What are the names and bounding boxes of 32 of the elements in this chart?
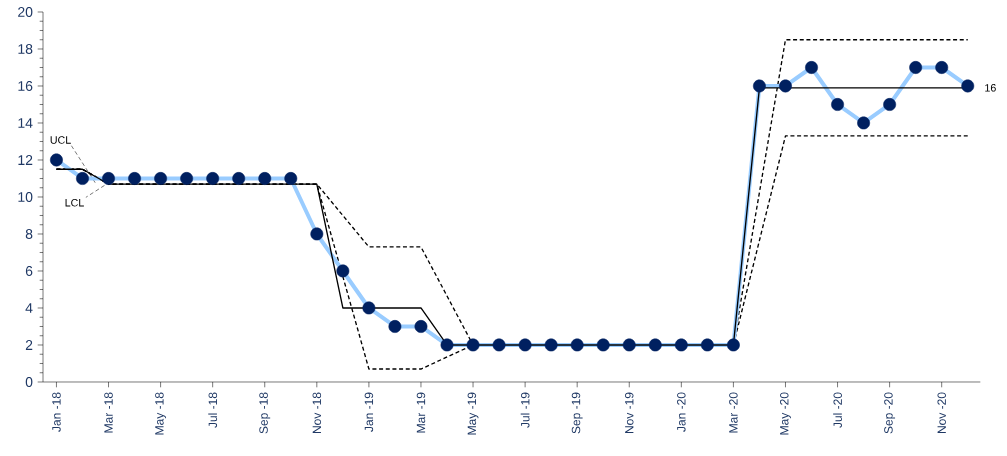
- x-tick-label: May -19: [467, 392, 479, 435]
- x-tick-label: Sep -19: [571, 392, 583, 434]
- y-tick-label: 14: [18, 118, 33, 128]
- y-tick-label: 4: [25, 303, 33, 313]
- x-tick-label: May -18: [155, 392, 167, 435]
- y-tick-label: 6: [25, 266, 33, 276]
- y-tick-label: 12: [18, 155, 33, 165]
- x-tick-label: Jan -18: [52, 392, 61, 432]
- x-tick-label: Jul -19: [520, 392, 530, 428]
- y-tick-label: 18: [18, 44, 33, 54]
- x-tick-label: Jan -20: [677, 392, 686, 432]
- x-tick-label: Jul -20: [833, 392, 842, 428]
- y-tick-label: 8: [25, 229, 33, 239]
- x-tick-label: Jul -18: [208, 392, 218, 428]
- text: LCL: [65, 198, 84, 207]
- x-tick-label: Sep -20: [884, 392, 896, 434]
- y-tick-label: 20: [18, 7, 33, 17]
- x-tick-label: Sep -18: [259, 392, 271, 434]
- x-tick-label: May -20: [780, 392, 791, 435]
- y-tick-label: 10: [18, 192, 33, 202]
- annotation: 16: [985, 84, 996, 92]
- text: UCL: [50, 136, 71, 144]
- x-tick-label: Nov -18: [312, 392, 322, 434]
- x-tick-label: Jan -19: [364, 392, 374, 432]
- x-tick-label: Nov -19: [625, 392, 634, 434]
- y-tick-label: 2: [25, 340, 33, 350]
- x-tick-label: Mar -19: [416, 392, 426, 433]
- x-tick-label: Mar -18: [104, 392, 113, 433]
- y-tick-label: 0: [25, 377, 33, 387]
- x-tick-label: Nov -20: [937, 392, 946, 434]
- y-tick-label: 16: [18, 81, 33, 91]
- x-tick-label: Mar -20: [729, 392, 738, 433]
